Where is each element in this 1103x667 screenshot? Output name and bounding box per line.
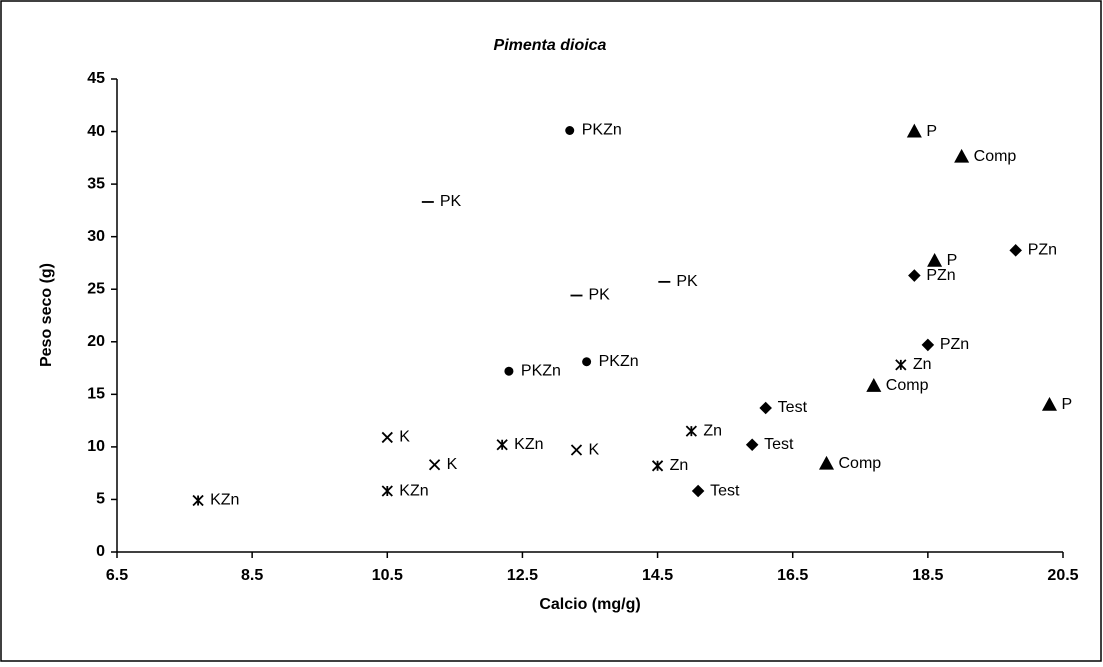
x-tick-label: 10.5	[372, 567, 403, 584]
point-label: PKZn	[582, 122, 622, 139]
point-label: PKZn	[521, 362, 561, 379]
x-tick-label: 6.5	[106, 567, 128, 584]
point-label: PKZn	[599, 353, 639, 370]
point-label: Test	[710, 482, 740, 499]
y-tick-label: 5	[96, 491, 105, 508]
point-label: K	[588, 441, 599, 458]
point-label: KZn	[399, 482, 428, 499]
point	[651, 460, 664, 472]
x-tick-label: 16.5	[777, 567, 808, 584]
y-tick-label: 15	[87, 386, 105, 403]
point	[428, 459, 441, 471]
point-label: PZn	[1028, 242, 1057, 259]
point-label: Comp	[839, 455, 882, 472]
point	[908, 269, 921, 282]
x-tick-label: 20.5	[1047, 567, 1078, 584]
point	[818, 455, 835, 470]
point-label: Zn	[703, 422, 722, 439]
point	[192, 494, 204, 507]
point	[895, 359, 907, 371]
point-label: K	[399, 429, 410, 446]
point	[496, 439, 508, 451]
y-tick-label: 0	[96, 543, 105, 560]
point	[582, 357, 592, 367]
point	[745, 438, 759, 452]
point	[906, 123, 922, 138]
point	[565, 126, 575, 136]
point	[1041, 396, 1058, 411]
point-label: Zn	[913, 356, 932, 373]
point-label: Comp	[974, 148, 1017, 165]
point-label: Test	[764, 436, 794, 453]
y-axis-label: Peso seco (g)	[38, 263, 55, 367]
y-tick-label: 25	[87, 280, 105, 297]
point-label: PK	[588, 287, 610, 304]
point	[1009, 244, 1022, 257]
point-label: PK	[440, 193, 462, 210]
point	[570, 444, 583, 456]
point	[504, 366, 514, 376]
point-label: PK	[676, 273, 698, 290]
x-tick-label: 8.5	[241, 567, 263, 584]
y-tick-label: 10	[87, 438, 105, 455]
point	[954, 148, 970, 163]
point	[685, 425, 697, 437]
point	[921, 338, 935, 352]
x-axis-label: Calcio (mg/g)	[539, 596, 640, 613]
x-tick-label: 18.5	[912, 567, 943, 584]
point	[927, 252, 943, 267]
point-label: PZn	[926, 267, 955, 284]
point-label: P	[947, 252, 958, 269]
point-label: Comp	[886, 377, 929, 394]
x-tick-label: 12.5	[507, 567, 538, 584]
point-label: Zn	[670, 457, 689, 474]
y-tick-label: 35	[87, 175, 105, 192]
x-tick-label: 14.5	[642, 567, 673, 584]
y-tick-label: 20	[87, 333, 105, 350]
y-tick-label: 30	[87, 228, 105, 245]
point	[381, 485, 393, 497]
point	[866, 378, 882, 392]
point-label: PZn	[940, 336, 969, 353]
point-label: Test	[778, 399, 808, 416]
point	[381, 431, 393, 444]
y-tick-label: 40	[87, 123, 105, 140]
point-label: KZn	[210, 492, 239, 509]
point-label: KZn	[514, 436, 543, 453]
point-label: K	[447, 456, 458, 473]
y-tick-label: 45	[87, 70, 105, 87]
point	[759, 401, 772, 415]
chart-title: Pimenta dioica	[494, 37, 607, 54]
point	[691, 484, 705, 498]
point-label: P	[1061, 396, 1072, 413]
point-label: P	[926, 123, 937, 140]
